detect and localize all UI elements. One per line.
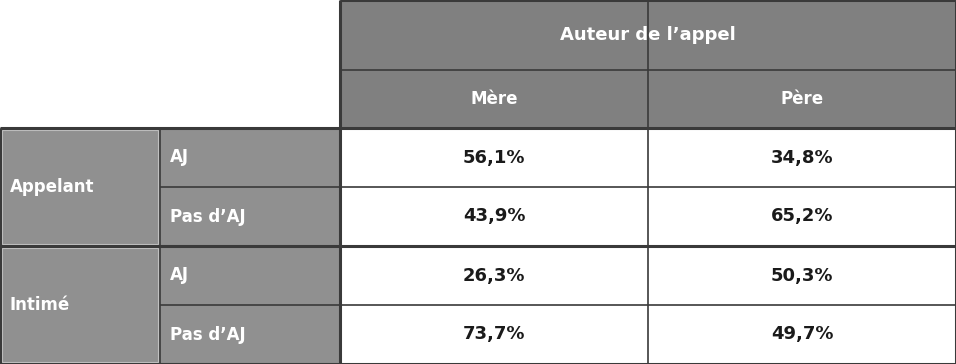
Text: 73,7%: 73,7% [463, 325, 525, 344]
Text: 34,8%: 34,8% [771, 149, 834, 166]
Text: 26,3%: 26,3% [463, 266, 525, 285]
Text: Pas d’AJ: Pas d’AJ [170, 207, 246, 226]
Bar [340, 0, 956, 70]
Text: Auteur de l’appel: Auteur de l’appel [560, 26, 736, 44]
Text: 65,2%: 65,2% [771, 207, 834, 226]
Bar [0, 246, 160, 364]
Bar [340, 70, 648, 128]
Bar [0, 128, 160, 246]
Bar [2, 130, 158, 244]
Text: 56,1%: 56,1% [463, 149, 525, 166]
Bar [2, 248, 158, 362]
Text: 49,7%: 49,7% [771, 325, 834, 344]
Bar [340, 305, 648, 364]
Bar [340, 246, 648, 305]
Bar [648, 70, 956, 128]
Text: 43,9%: 43,9% [463, 207, 525, 226]
Bar [648, 305, 956, 364]
Text: Appelant: Appelant [10, 178, 95, 196]
Bar [648, 128, 956, 187]
Text: Pas d’AJ: Pas d’AJ [170, 325, 246, 344]
Text: Mère: Mère [470, 90, 518, 108]
Text: Père: Père [780, 90, 823, 108]
Bar [648, 246, 956, 305]
Bar [340, 187, 648, 246]
Text: Intimé: Intimé [10, 296, 70, 314]
Bar [0, 0, 340, 128]
Bar [160, 128, 340, 187]
Text: 50,3%: 50,3% [771, 266, 834, 285]
Bar [648, 187, 956, 246]
Bar [160, 305, 340, 364]
Bar [160, 246, 340, 305]
Text: AJ: AJ [170, 149, 189, 166]
Bar [340, 128, 648, 187]
Bar [160, 187, 340, 246]
Text: AJ: AJ [170, 266, 189, 285]
